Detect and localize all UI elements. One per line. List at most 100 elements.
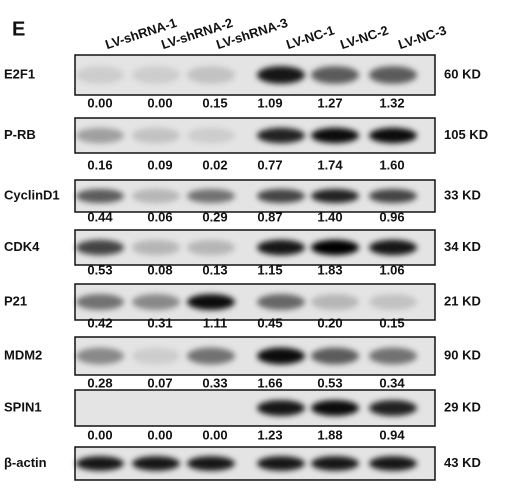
band bbox=[369, 347, 417, 365]
quantification-value: 0.09 bbox=[147, 157, 172, 172]
band bbox=[76, 66, 124, 84]
quantification-value: 0.15 bbox=[202, 95, 227, 110]
band-size: 90 KD bbox=[444, 347, 481, 362]
quantification-value: 0.53 bbox=[317, 375, 342, 390]
band bbox=[369, 66, 417, 84]
blot-background bbox=[74, 446, 436, 481]
band bbox=[311, 188, 359, 204]
quantification-value: 1.06 bbox=[379, 262, 404, 277]
quantification-value: 0.34 bbox=[379, 375, 405, 390]
quantification-value: 0.06 bbox=[147, 209, 172, 224]
band bbox=[76, 456, 124, 471]
quantification-value: 0.28 bbox=[87, 375, 112, 390]
band bbox=[257, 66, 305, 84]
panel-label: E bbox=[12, 18, 25, 40]
quantification-value: 0.33 bbox=[202, 375, 227, 390]
bands bbox=[76, 294, 417, 310]
lane-label: LV-NC-1 bbox=[284, 23, 336, 53]
bands bbox=[76, 188, 417, 204]
quantification-value: 0.96 bbox=[379, 209, 404, 224]
quantification-value: 1.83 bbox=[317, 262, 342, 277]
band bbox=[132, 66, 180, 84]
bands bbox=[76, 127, 417, 144]
band bbox=[257, 294, 305, 310]
quantification-value: 0.00 bbox=[147, 95, 172, 110]
lane-label: LV-NC-2 bbox=[338, 23, 390, 53]
band-size: 105 KD bbox=[444, 127, 488, 142]
band bbox=[132, 294, 180, 310]
band bbox=[132, 127, 180, 144]
band bbox=[76, 347, 124, 365]
protein-name: β-actin bbox=[4, 455, 47, 470]
band bbox=[369, 188, 417, 204]
quantification-value: 0.94 bbox=[379, 427, 405, 442]
band-size: 34 KD bbox=[444, 239, 481, 254]
band bbox=[369, 400, 417, 416]
band bbox=[311, 127, 359, 144]
quantification-value: 1.11 bbox=[203, 315, 228, 330]
quantification-value: 0.31 bbox=[147, 315, 172, 330]
quantification-value: 0.44 bbox=[87, 209, 113, 224]
protein-name: E2F1 bbox=[4, 66, 35, 81]
band bbox=[311, 456, 359, 471]
quantification-value: 1.27 bbox=[317, 95, 342, 110]
bands bbox=[76, 347, 417, 365]
quantification-value: 0.13 bbox=[202, 262, 227, 277]
band-size: 43 KD bbox=[444, 455, 481, 470]
band bbox=[257, 400, 305, 416]
band-size: 21 KD bbox=[444, 293, 481, 308]
quantification-value: 0.20 bbox=[317, 315, 342, 330]
band-size: 33 KD bbox=[444, 187, 481, 202]
band bbox=[132, 239, 180, 256]
protein-name: CyclinD1 bbox=[4, 187, 60, 202]
quantification-value: 0.07 bbox=[147, 375, 172, 390]
band bbox=[187, 239, 235, 256]
band bbox=[187, 66, 235, 84]
quantification-value: 1.74 bbox=[317, 157, 343, 172]
protein-name: SPIN1 bbox=[4, 399, 42, 414]
quantification-value: 1.15 bbox=[257, 262, 282, 277]
protein-name: P-RB bbox=[4, 127, 36, 142]
quantification-value: 0.00 bbox=[202, 427, 227, 442]
band-size: 60 KD bbox=[444, 66, 481, 81]
quantification-value: 0.45 bbox=[257, 315, 282, 330]
quantification-value: 1.32 bbox=[379, 95, 404, 110]
quantification-value: 1.60 bbox=[379, 157, 404, 172]
band bbox=[187, 347, 235, 365]
band bbox=[257, 347, 305, 365]
band bbox=[187, 188, 235, 204]
band bbox=[257, 188, 305, 204]
band bbox=[369, 294, 417, 310]
quantification-value: 0.77 bbox=[257, 157, 282, 172]
protein-name: CDK4 bbox=[4, 239, 40, 254]
band bbox=[311, 66, 359, 84]
band bbox=[187, 294, 235, 310]
quantification-value: 0.16 bbox=[87, 157, 112, 172]
band bbox=[132, 347, 180, 365]
quantification-value: 1.88 bbox=[317, 427, 342, 442]
band bbox=[132, 188, 180, 204]
band bbox=[187, 456, 235, 471]
quantification-value: 0.00 bbox=[147, 427, 172, 442]
band bbox=[311, 239, 359, 256]
bands bbox=[76, 66, 417, 84]
band bbox=[257, 239, 305, 256]
band bbox=[187, 127, 235, 144]
band bbox=[76, 127, 124, 144]
band bbox=[76, 188, 124, 204]
quantification-value: 0.08 bbox=[147, 262, 172, 277]
protein-name: P21 bbox=[4, 293, 27, 308]
quantification-value: 0.53 bbox=[87, 262, 112, 277]
quantification-value: 0.02 bbox=[202, 157, 227, 172]
band bbox=[369, 456, 417, 471]
bands bbox=[76, 239, 417, 256]
quantification-value: 1.66 bbox=[257, 375, 282, 390]
band bbox=[311, 294, 359, 310]
band bbox=[311, 400, 359, 416]
band bbox=[257, 456, 305, 471]
band-size: 29 KD bbox=[444, 399, 481, 414]
band bbox=[76, 294, 124, 310]
quantification-value: 1.40 bbox=[317, 209, 342, 224]
band bbox=[369, 127, 417, 144]
